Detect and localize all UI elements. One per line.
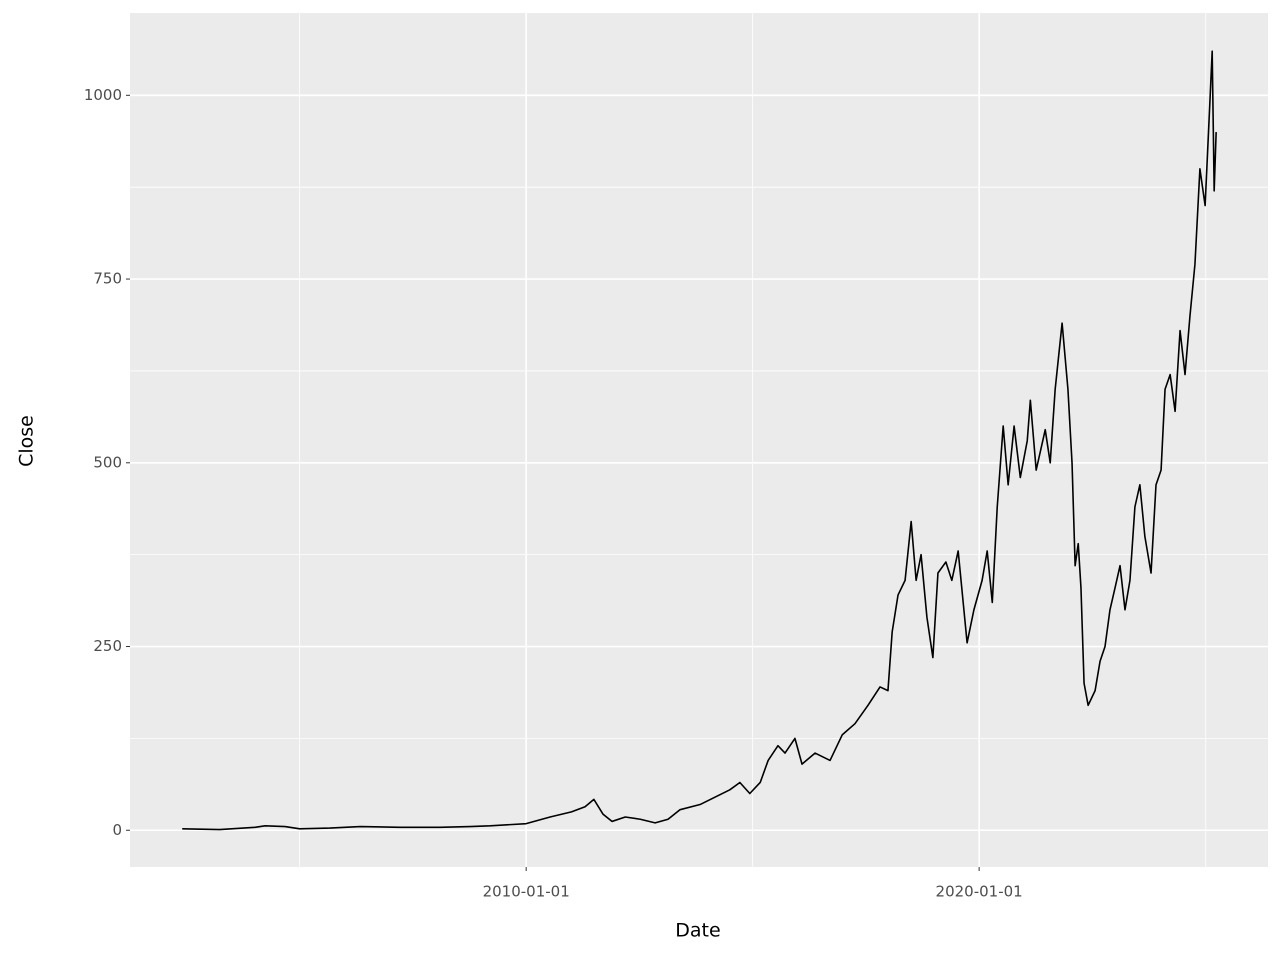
panel xyxy=(130,13,1268,867)
x-tick-label: 2010-01-01 xyxy=(483,883,570,901)
x-tick-label: 2020-01-01 xyxy=(936,883,1023,901)
y-tick-label: 500 xyxy=(93,453,122,471)
y-axis-title: Close xyxy=(16,415,38,467)
y-tick-label: 250 xyxy=(93,637,122,655)
y-tick-label: 0 xyxy=(112,821,122,839)
y-tick-label: 1000 xyxy=(84,86,122,104)
price-line xyxy=(182,50,1217,831)
y-tick-label: 750 xyxy=(93,270,122,288)
x-axis-title: Date xyxy=(675,920,720,942)
